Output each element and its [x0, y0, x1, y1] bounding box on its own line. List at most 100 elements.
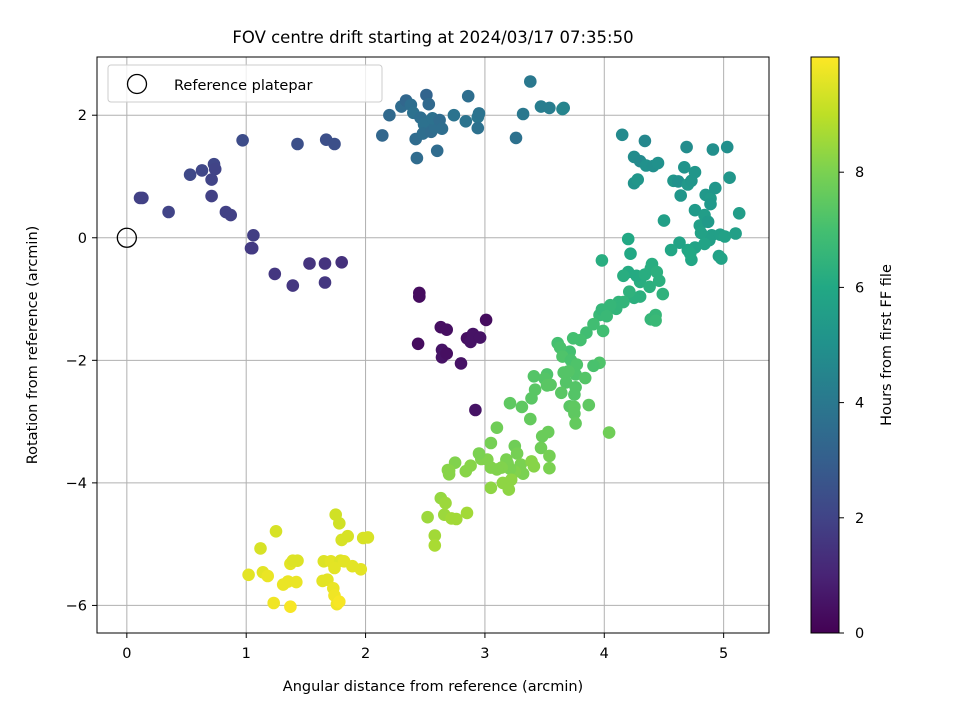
data-point: [473, 331, 487, 344]
data-point: [600, 309, 613, 323]
data-point: [595, 254, 609, 267]
data-point: [450, 512, 463, 526]
data-point: [303, 257, 316, 270]
data-point: [568, 388, 581, 401]
data-point: [318, 257, 332, 270]
data-point: [133, 191, 147, 205]
data-point: [643, 280, 656, 294]
data-point: [638, 134, 652, 148]
data-point: [195, 164, 209, 177]
data-point: [472, 447, 486, 460]
legend-entry: Reference platepar: [174, 78, 312, 94]
data-point: [543, 101, 556, 115]
data-point: [534, 441, 548, 455]
data-point: [286, 279, 300, 292]
data-point: [361, 531, 375, 544]
data-point: [673, 236, 686, 249]
y-axis-label: Rotation from reference (arcmin): [25, 226, 41, 465]
data-point: [720, 140, 734, 154]
y-tick-label: −6: [66, 598, 87, 614]
plot-frame: [96, 56, 770, 634]
data-point: [543, 461, 556, 475]
data-point: [335, 255, 349, 269]
data-point: [447, 108, 461, 122]
data-point: [442, 464, 456, 477]
data-point: [471, 121, 485, 135]
legend: Reference platepar: [107, 64, 383, 103]
data-point: [428, 539, 442, 552]
data-point: [318, 276, 332, 289]
data-point: [723, 171, 736, 184]
y-tick-label: −4: [66, 476, 87, 492]
legend-box: [107, 64, 383, 103]
colorbar-tick-label: 6: [855, 280, 864, 296]
data-point: [208, 162, 222, 176]
data-point: [484, 481, 498, 495]
data-point: [566, 332, 580, 345]
data-point: [236, 134, 249, 147]
data-point: [439, 496, 452, 510]
data-point: [656, 287, 670, 301]
data-point: [515, 400, 529, 414]
colorbar-tick-label: 2: [855, 511, 864, 527]
y-tick-label: 2: [78, 108, 87, 124]
data-point: [617, 269, 630, 283]
data-point: [459, 464, 473, 478]
data-point: [715, 252, 728, 265]
data-point: [651, 156, 665, 170]
data-point: [732, 207, 746, 220]
data-point: [510, 447, 524, 460]
data-point: [706, 143, 720, 156]
data-point: [242, 568, 255, 582]
data-point: [524, 412, 537, 426]
data-point: [411, 337, 425, 351]
data-point: [541, 425, 555, 439]
data-point: [504, 473, 518, 487]
data-point: [503, 396, 517, 410]
data-point: [464, 335, 477, 349]
data-point: [328, 561, 341, 575]
data-point: [509, 131, 523, 145]
data-point: [698, 237, 711, 251]
data-point: [291, 554, 304, 567]
data-point: [596, 324, 610, 338]
data-point: [664, 243, 678, 257]
data-point: [729, 227, 742, 240]
grid: [97, 57, 769, 633]
data-point: [328, 137, 341, 151]
data-point: [688, 203, 702, 217]
colorbar-label: Hours from first FF file: [879, 264, 895, 426]
data-point: [247, 229, 260, 242]
data-point: [704, 197, 717, 211]
data-point: [674, 189, 687, 202]
data-point: [268, 267, 282, 281]
data-point: [224, 208, 237, 222]
data-point: [718, 230, 732, 243]
data-point: [568, 407, 581, 420]
data-point: [621, 232, 635, 246]
data-point: [460, 506, 474, 520]
data-point: [205, 173, 218, 186]
data-point: [615, 128, 629, 142]
data-point: [469, 403, 482, 417]
data-point: [525, 455, 538, 468]
data-point: [569, 417, 582, 430]
legend-marker: [126, 73, 148, 95]
data-point: [413, 290, 426, 303]
data-point: [376, 129, 389, 142]
data-point: [683, 247, 697, 260]
data-point: [502, 483, 516, 496]
data-point: [428, 529, 442, 542]
x-axis-ticks: 0 1 2 3 4 5: [122, 633, 728, 662]
data-point: [623, 285, 636, 299]
data-point: [490, 421, 504, 435]
data-point: [254, 542, 267, 555]
data-point: [440, 323, 454, 337]
data-point: [657, 214, 671, 227]
data-point: [454, 357, 468, 370]
x-tick-label: 3: [480, 646, 489, 662]
data-point: [652, 274, 666, 288]
y-axis-ticks: −6 −4 −2 0 2: [66, 108, 97, 614]
data-point: [524, 75, 537, 88]
